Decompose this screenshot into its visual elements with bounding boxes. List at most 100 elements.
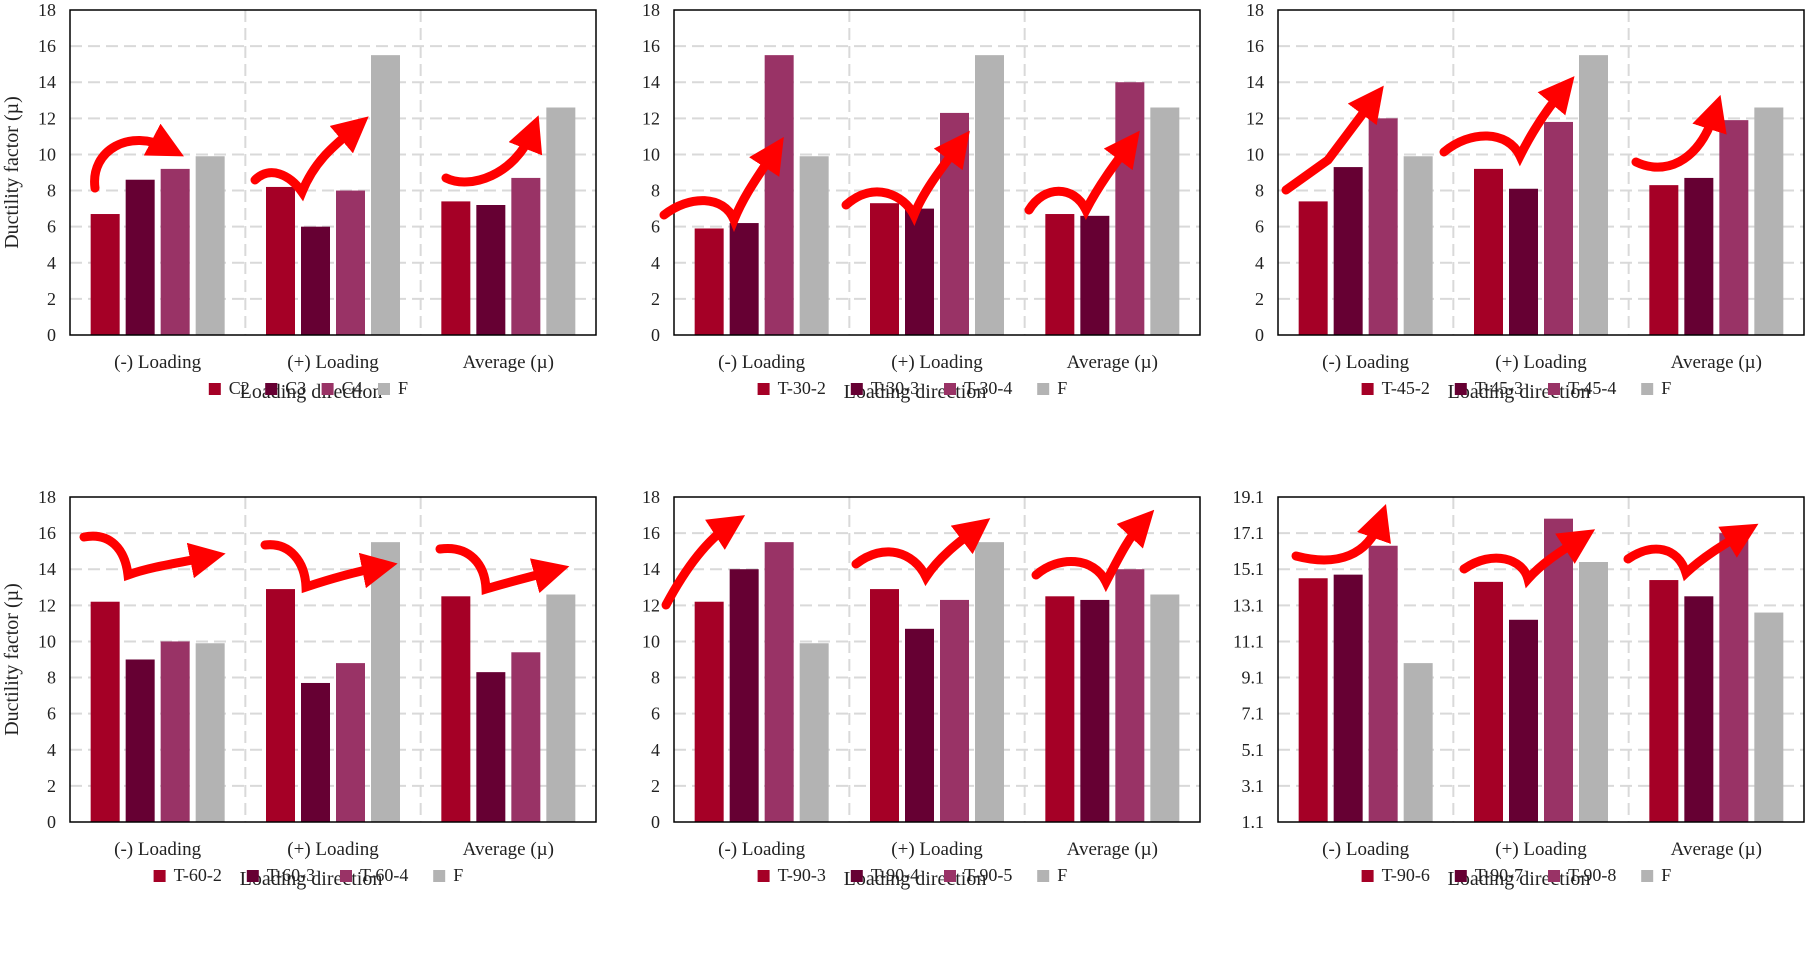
legend-label: T-90-3 (778, 865, 826, 885)
legend-swatch (944, 870, 956, 882)
legend-swatch (321, 383, 334, 395)
legend-label: T-90-7 (1475, 865, 1523, 885)
chart-panel: 1.1 3.1 5.1 7.1 9.1 11.1 13.1 15.1 17.1 19.1 (-) L… (1233, 487, 1805, 890)
y-tick-label: 8 (651, 668, 660, 688)
legend-label: T-30-3 (871, 378, 919, 398)
bar (870, 203, 899, 335)
legend: T-90-3 T-90-4 T-90-5 F (757, 865, 1067, 885)
trend-arrow (1031, 509, 1155, 593)
bar (905, 208, 934, 335)
trend-arrow (1439, 76, 1575, 167)
y-tick-label: 2 (47, 776, 56, 796)
bar (125, 659, 155, 822)
y-tick-label: 0 (1255, 325, 1264, 345)
bar (975, 542, 1004, 822)
y-tick-label: 6 (651, 217, 660, 237)
legend-label: F (1057, 378, 1067, 398)
bar (1544, 518, 1573, 822)
y-tick-label: 14 (38, 72, 56, 92)
y-tick-label: 17.1 (1233, 523, 1265, 543)
legend: T-60-2 T-60-3 T-60-4 F (153, 865, 463, 885)
bar (940, 599, 969, 822)
legend-swatch (246, 870, 259, 882)
trend-arrow (1459, 529, 1596, 589)
bar (975, 55, 1004, 336)
trend-arrow (260, 540, 398, 594)
trend-arrow (90, 123, 184, 193)
y-tick-label: 8 (1255, 181, 1264, 201)
x-tick-label: (+) Loading (891, 352, 983, 373)
legend-swatch (1037, 383, 1050, 395)
y-tick-label: 2 (651, 289, 660, 309)
y-axis-title: Ductility factor (µ) (1, 583, 23, 736)
trend-arrow (1623, 523, 1759, 582)
x-tick-label: (+) Loading (1495, 839, 1587, 860)
bar (870, 589, 899, 822)
bar (195, 156, 225, 335)
bar (1368, 118, 1398, 335)
bar (195, 643, 225, 822)
bar (1298, 201, 1328, 335)
y-tick-label: 6 (651, 704, 660, 724)
legend-swatch (850, 383, 863, 395)
legend-swatch (757, 870, 770, 882)
legend-swatch (340, 870, 352, 882)
y-tick-label: 12 (1246, 108, 1264, 128)
trend-arrow (79, 531, 226, 582)
legend-label: F (398, 378, 408, 398)
x-tick-label: Average (µ) (1067, 839, 1158, 860)
bar (764, 542, 794, 822)
legend-swatch (433, 870, 446, 882)
y-tick-label: 0 (651, 325, 660, 345)
bar (1150, 594, 1180, 822)
legend-swatch (1548, 870, 1560, 882)
trend-arrow (1631, 94, 1727, 172)
x-tick-label: (+) Loading (1495, 352, 1587, 373)
bar (1333, 167, 1363, 335)
y-tick-label: 2 (1255, 289, 1264, 309)
y-tick-label: 6 (47, 704, 56, 724)
y-tick-label: 14 (38, 559, 56, 579)
plot-frame (1277, 496, 1805, 823)
y-tick-label: 12 (642, 108, 660, 128)
legend-swatch (378, 383, 390, 395)
plot-frame (1277, 9, 1805, 336)
bar (1150, 107, 1180, 335)
y-tick-label: 16 (1246, 36, 1264, 56)
y-tick-label: 18 (38, 0, 56, 20)
legend-label: F (1661, 378, 1671, 398)
y-tick-label: 6 (1255, 217, 1264, 237)
y-tick-label: 18 (38, 487, 56, 507)
legend-label: F (453, 865, 463, 885)
legend-label: T-30-2 (778, 378, 826, 398)
bar (371, 542, 400, 822)
legend-label: T-90-5 (964, 865, 1012, 885)
y-tick-label: 8 (651, 181, 660, 201)
x-tick-label: (+) Loading (287, 352, 379, 373)
y-tick-label: 10 (642, 631, 660, 651)
y-tick-label: 16 (38, 523, 56, 543)
legend-label: T-60-3 (267, 865, 315, 885)
y-tick-label: 9.1 (1242, 668, 1265, 688)
legend: T-45-2 T-45-3 T-45-4 F (1361, 378, 1671, 398)
bar (1474, 168, 1503, 335)
y-tick-label: 0 (651, 812, 660, 832)
legend: C2 C3 C4 F (208, 378, 408, 398)
bar (441, 201, 471, 335)
y-tick-label: 14 (1246, 72, 1264, 92)
y-tick-label: 4 (47, 253, 56, 273)
legend-swatch (265, 383, 278, 395)
y-tick-label: 18 (642, 487, 660, 507)
bar (160, 168, 190, 335)
chart-panel: 0 2 4 6 8 10 12 14 16 18 (-) Loading (+) Loading Ave… (1, 0, 597, 403)
trend-arrow (1291, 504, 1391, 565)
y-tick-label: 18 (642, 0, 660, 20)
bar (301, 682, 330, 822)
chart-panel: 0 2 4 6 8 10 12 14 16 18 (-) Loading (+) Loading Ave… (1, 487, 597, 890)
y-tick-label: 14 (642, 559, 660, 579)
y-axis-title: Ductility factor (µ) (1, 96, 23, 249)
bar (1579, 55, 1608, 336)
legend-label: T-45-2 (1382, 378, 1430, 398)
y-tick-label: 10 (38, 631, 56, 651)
